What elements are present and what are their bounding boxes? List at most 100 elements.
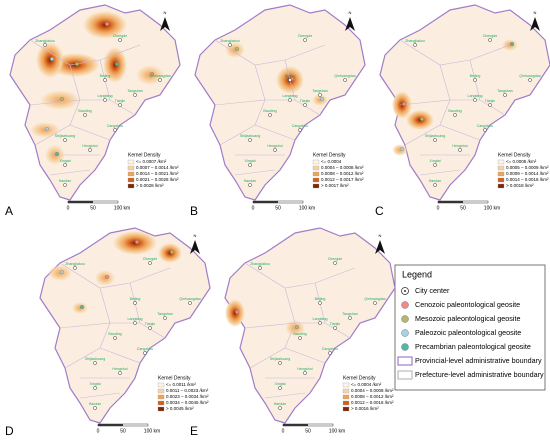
city-label: Zhangjiakou	[250, 262, 270, 266]
city-center	[483, 128, 487, 132]
city-center	[118, 38, 122, 42]
legend-symbol	[397, 370, 413, 380]
city-center	[248, 138, 252, 142]
city-center	[373, 301, 377, 305]
density-class-label: 0.0014 – 0.0021 /km²	[136, 171, 179, 176]
density-class-label: <= 0.0011 /km²	[166, 382, 196, 387]
city-center	[258, 266, 262, 270]
legend-item-label: Prefecture-level administrative boundary	[415, 370, 544, 379]
city-label: Tangshan	[342, 312, 358, 316]
city-label: Tangshan	[497, 89, 513, 93]
panel-letter: D	[5, 424, 14, 438]
city-label: Tianjin	[330, 322, 340, 326]
panel-letter: C	[375, 204, 384, 218]
density-hotspot	[72, 302, 88, 314]
density-hotspot	[225, 299, 245, 327]
city-label: Langfang	[98, 94, 113, 98]
city-center	[273, 148, 277, 152]
city-label: Tianjin	[145, 322, 155, 326]
legend-title: Legend	[402, 269, 432, 279]
city-label: Cangzhou	[107, 124, 123, 128]
legend-item-label: Paleozoic paleontological geosite	[415, 328, 521, 337]
city-label: Xingtai	[90, 382, 101, 386]
main-legend: Legend	[394, 264, 546, 391]
scale-label: 50	[275, 205, 281, 211]
city-label: Handan	[274, 402, 287, 406]
city-center	[433, 163, 437, 167]
city-label: Tangshan	[312, 89, 328, 93]
legend-item-label: City center	[415, 286, 450, 295]
city-center	[93, 406, 97, 410]
city-center	[118, 103, 122, 107]
density-hotspot	[95, 270, 115, 286]
city-center	[268, 113, 272, 117]
scale-bar	[253, 201, 278, 203]
city-center	[458, 148, 462, 152]
geosite	[105, 22, 109, 26]
city-center	[413, 43, 417, 47]
city-label: Chengde	[483, 34, 498, 38]
density-swatch	[157, 400, 165, 406]
north-arrow	[530, 17, 540, 31]
city-label: Shijiazhuang	[55, 134, 76, 138]
scale-label: 50	[120, 428, 126, 434]
density-hotspot	[48, 265, 72, 281]
density-hotspot	[158, 243, 182, 263]
density-swatch	[127, 177, 135, 183]
city-label: Handan	[89, 402, 102, 406]
city-center	[488, 38, 492, 42]
city-center	[158, 78, 162, 82]
city-center	[318, 93, 322, 97]
city-label: Zhangjiakou	[35, 39, 55, 43]
density-swatch	[312, 177, 320, 183]
city-center	[503, 93, 507, 97]
city-center	[318, 321, 322, 325]
city-label: Beijing	[470, 74, 481, 78]
density-swatch	[312, 159, 320, 165]
legend-item-label: Mesozoic paleontological geosite	[415, 314, 520, 323]
city-label: Qinhuangdao	[364, 297, 386, 301]
city-label: Chengde	[143, 257, 158, 261]
city-label: Hengshui	[82, 144, 97, 148]
city-label: Xingtai	[245, 159, 256, 163]
scale-label: 100 km	[329, 428, 345, 434]
city-center	[113, 336, 117, 340]
legend-symbol	[401, 343, 409, 351]
geosite	[75, 62, 79, 66]
geosite	[55, 152, 59, 156]
density-class-label: 0.0012 – 0.0017 /km²	[321, 177, 364, 182]
density-class-label: 0.0004 – 0.0008 /km²	[321, 165, 364, 170]
city-center	[93, 361, 97, 365]
city-label: Shijiazhuang	[240, 134, 261, 138]
city-center	[473, 98, 477, 102]
density-class-label: > 0.0045 /km²	[166, 406, 194, 411]
map-panel: Zhangjiakou Chengde Beijing Tangshan Qinhuan…	[224, 227, 396, 434]
city-label: Chengde	[298, 34, 313, 38]
density-legend-title: Kernel Density	[158, 375, 191, 381]
geosite	[150, 72, 154, 76]
city-center	[133, 93, 137, 97]
city-label: Zhangjiakou	[405, 39, 425, 43]
density-swatch	[157, 382, 165, 388]
city-label: Beijing	[130, 297, 141, 301]
density-class-label: 0.0005 – 0.0009 /km²	[506, 165, 549, 170]
north-label: N	[349, 10, 352, 15]
north-label: N	[534, 10, 537, 15]
legend-item-label: Provincial-level administrative boundary	[415, 356, 542, 365]
density-class-label: 0.0007 – 0.0014 /km²	[136, 165, 179, 170]
density-swatch	[342, 400, 350, 406]
density-hotspot	[40, 90, 80, 110]
city-label: Baoding	[448, 109, 461, 113]
scale-label: 50	[90, 205, 96, 211]
city-label: Qinhuangdao	[149, 74, 171, 78]
city-label: Cangzhou	[477, 124, 493, 128]
density-class-label: 0.0008 – 0.0012 /km²	[321, 171, 364, 176]
density-hotspot	[36, 42, 64, 78]
density-swatch	[312, 171, 320, 177]
city-center	[473, 78, 477, 82]
city-label: Handan	[244, 179, 257, 183]
city-label: Langfang	[283, 94, 298, 98]
scale-bar	[98, 424, 123, 426]
city-label: Qinhuangdao	[519, 74, 541, 78]
city-label: Xingtai	[275, 382, 286, 386]
